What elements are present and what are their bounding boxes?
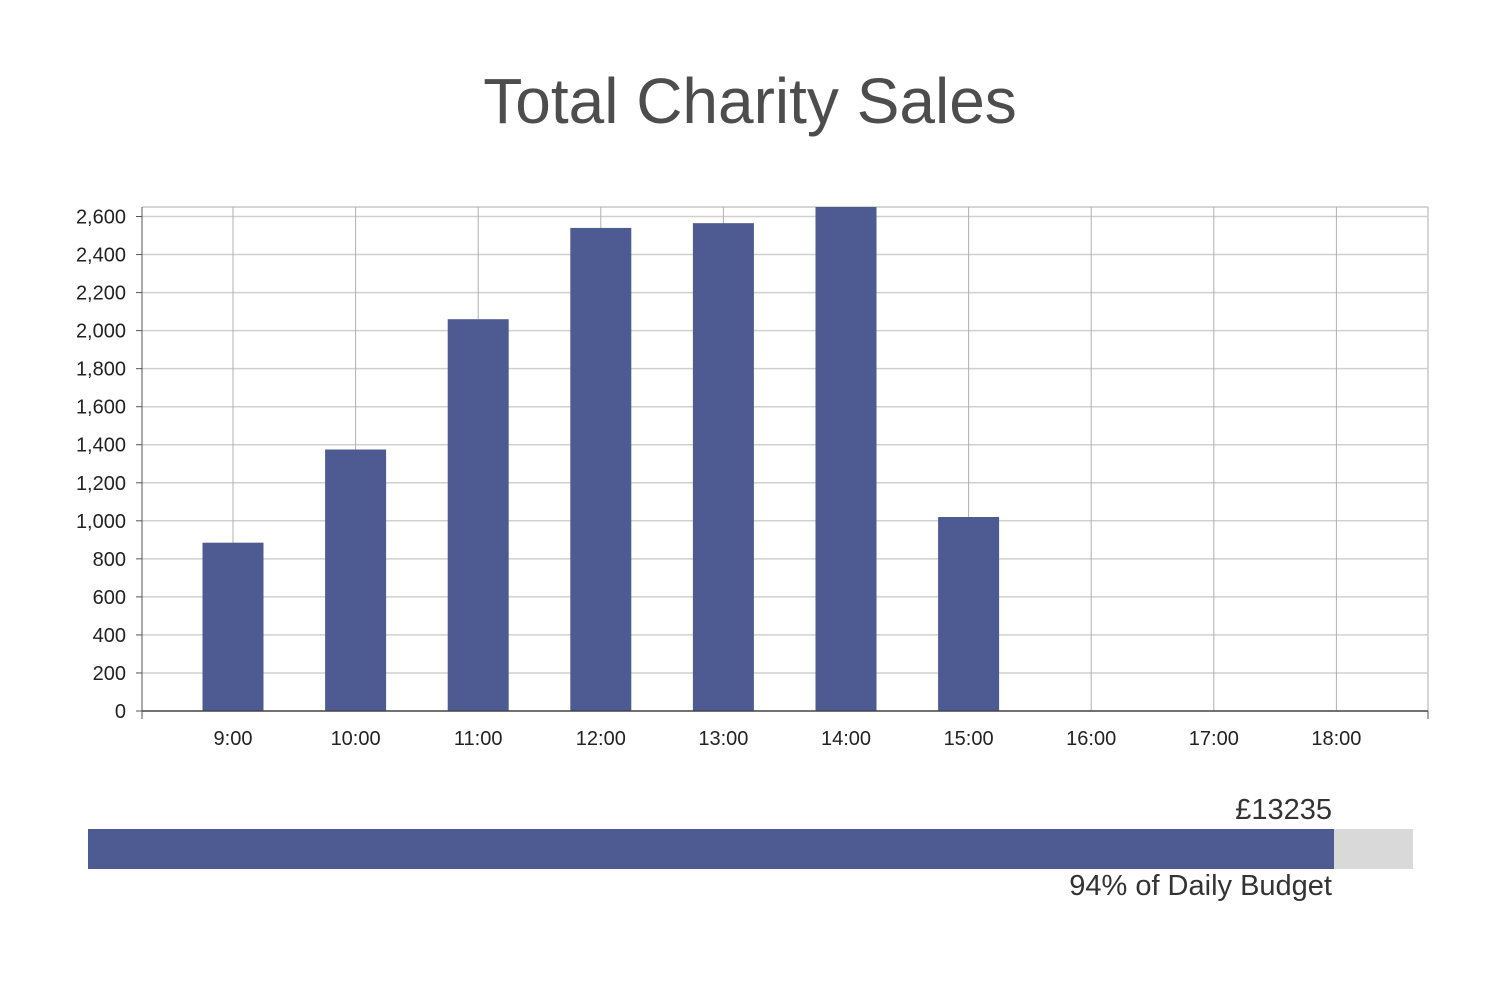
x-tick-label: 11:00 [454,728,503,750]
chart-title: Total Charity Sales [483,65,1017,137]
bar-chart: 0 200 400 600 800 1,000 1,200 1,400 1,600 1,800 2,… [76,206,1429,750]
x-tick-label: 14:00 [821,728,871,750]
x-tick-label: 9:00 [214,728,253,750]
bar-12-00 [570,227,632,711]
x-tick-label: 18:00 [1311,728,1361,750]
budget-progress-fill [88,829,1334,869]
bar-10-00 [325,449,387,711]
y-tick-label: 200 [93,663,126,685]
y-tick-label: 0 [115,701,126,723]
y-tick-label: 1,200 [76,473,126,495]
y-tick-label: 600 [93,587,126,609]
y-tick-label: 400 [93,625,126,647]
bar-13-00 [692,223,754,712]
y-tick-label: 1,600 [76,397,126,419]
bar-15-00 [938,517,1000,711]
y-tick-label: 1,000 [76,511,126,533]
x-tick-label: 16:00 [1066,728,1116,750]
x-tick-label: 17:00 [1189,728,1239,750]
y-tick-label: 2,000 [76,321,126,343]
y-tick-label: 2,600 [76,207,126,229]
x-tick-label: 10:00 [331,728,381,750]
bar-9-00 [202,542,264,711]
bar-11-00 [447,319,509,711]
budget-amount: £13235 [1235,794,1332,826]
budget-progress-track [88,829,1413,869]
x-tick-label: 15:00 [944,728,994,750]
y-tick-label: 2,200 [76,283,126,305]
x-tick-label: 13:00 [698,728,748,750]
y-tick-label: 1,800 [76,359,126,381]
y-tick-label: 800 [93,549,126,571]
bar-14-00 [815,207,877,711]
y-tick-label: 1,400 [76,435,126,457]
budget-caption: 94% of Daily Budget [1069,870,1332,902]
y-tick-label: 2,400 [76,245,126,267]
x-tick-label: 12:00 [576,728,626,750]
